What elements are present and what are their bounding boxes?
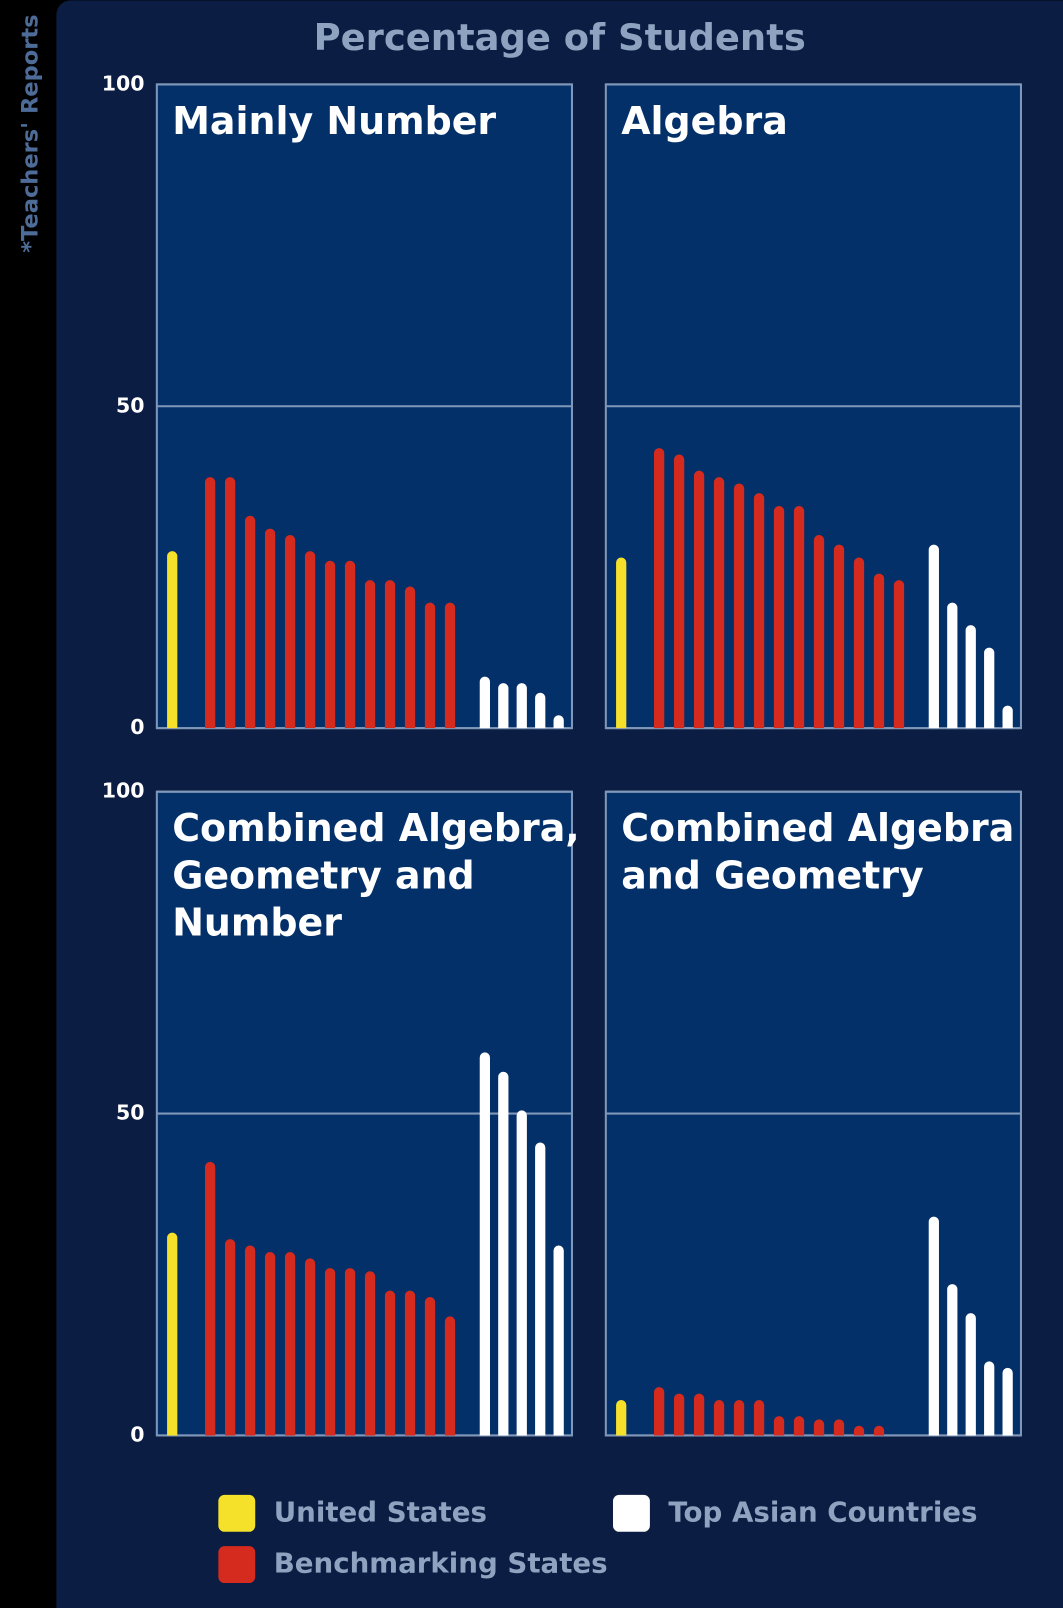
bar xyxy=(444,1316,456,1436)
bar xyxy=(225,477,236,729)
bar xyxy=(833,1419,845,1436)
bar xyxy=(928,544,939,729)
bar xyxy=(284,1251,296,1436)
bar xyxy=(693,1393,705,1436)
bar xyxy=(947,602,958,729)
bar xyxy=(384,580,396,729)
bar xyxy=(693,470,705,729)
bar xyxy=(404,586,416,729)
bar xyxy=(965,625,976,729)
bar xyxy=(673,454,685,729)
panel-title: Geometry and xyxy=(172,853,475,897)
bar xyxy=(535,1142,546,1436)
bar xyxy=(713,477,725,729)
bar xyxy=(873,573,885,729)
bar xyxy=(616,557,627,729)
bar xyxy=(244,515,256,729)
bar xyxy=(344,1268,356,1436)
bar xyxy=(984,1361,995,1436)
bar xyxy=(424,602,436,729)
bar xyxy=(553,715,564,729)
bar xyxy=(713,1400,725,1436)
y-tick-label: 0 xyxy=(130,715,144,739)
bar xyxy=(733,483,745,729)
bar xyxy=(813,535,825,729)
legend-label: Top Asian Countries xyxy=(668,1495,977,1528)
bar xyxy=(1002,705,1013,729)
bar xyxy=(984,647,995,729)
bar xyxy=(553,1245,564,1436)
panel-title: Number xyxy=(172,900,342,944)
bar xyxy=(753,1400,765,1436)
bar xyxy=(205,1161,216,1436)
bar xyxy=(516,683,527,729)
bar xyxy=(205,477,216,729)
panel-title: Mainly Number xyxy=(172,99,496,143)
bar xyxy=(733,1400,745,1436)
panel-title: Algebra xyxy=(621,99,788,143)
bar xyxy=(167,551,178,729)
y-tick-label: 100 xyxy=(102,779,145,803)
bar xyxy=(535,692,546,729)
legend-label: United States xyxy=(274,1495,487,1528)
bar xyxy=(893,580,905,729)
panel-title: Combined Algebra xyxy=(621,806,1014,850)
bar xyxy=(516,1110,527,1436)
legend-label: Benchmarking States xyxy=(274,1547,608,1580)
bar xyxy=(873,1425,885,1436)
bar xyxy=(673,1393,685,1436)
bar xyxy=(225,1239,236,1436)
legend-swatch xyxy=(218,1546,256,1584)
bar xyxy=(813,1419,825,1436)
bar xyxy=(853,557,865,729)
bar xyxy=(364,580,376,729)
bar xyxy=(616,1400,627,1436)
bar xyxy=(264,1251,276,1436)
panel-title: and Geometry xyxy=(621,853,924,897)
bar xyxy=(753,493,765,729)
bar xyxy=(479,1052,490,1436)
bar xyxy=(364,1271,376,1436)
bar xyxy=(965,1313,976,1436)
bar xyxy=(498,683,509,729)
bar xyxy=(304,1258,316,1436)
bar xyxy=(324,560,336,729)
bar xyxy=(833,544,845,729)
legend-swatch xyxy=(612,1494,650,1532)
bar xyxy=(404,1290,416,1436)
bar xyxy=(1002,1367,1013,1436)
bar xyxy=(244,1245,256,1436)
bar xyxy=(264,528,276,729)
bar xyxy=(653,448,665,729)
y-tick-label: 0 xyxy=(130,1422,144,1446)
bar xyxy=(498,1071,509,1436)
bar xyxy=(284,535,296,729)
bar xyxy=(444,602,456,729)
chart-title: Percentage of Students xyxy=(314,16,806,59)
bar xyxy=(793,506,805,729)
bar xyxy=(384,1290,396,1436)
bar xyxy=(773,1416,785,1436)
y-tick-label: 50 xyxy=(116,393,145,417)
bar xyxy=(793,1416,805,1436)
bar xyxy=(947,1284,958,1436)
y-tick-label: 50 xyxy=(116,1101,145,1125)
bar xyxy=(928,1216,939,1436)
bar xyxy=(167,1232,178,1436)
bar xyxy=(424,1297,436,1436)
side-note: *Teachers' Reports xyxy=(17,14,43,252)
legend-swatch xyxy=(218,1494,256,1532)
bar xyxy=(324,1268,336,1436)
bar xyxy=(344,560,356,729)
bar xyxy=(304,551,316,729)
panel-title: Combined Algebra, xyxy=(172,806,580,850)
bar xyxy=(479,676,490,729)
y-tick-label: 100 xyxy=(102,71,145,95)
bar xyxy=(653,1387,665,1436)
bar xyxy=(853,1425,865,1436)
bar xyxy=(773,506,785,729)
